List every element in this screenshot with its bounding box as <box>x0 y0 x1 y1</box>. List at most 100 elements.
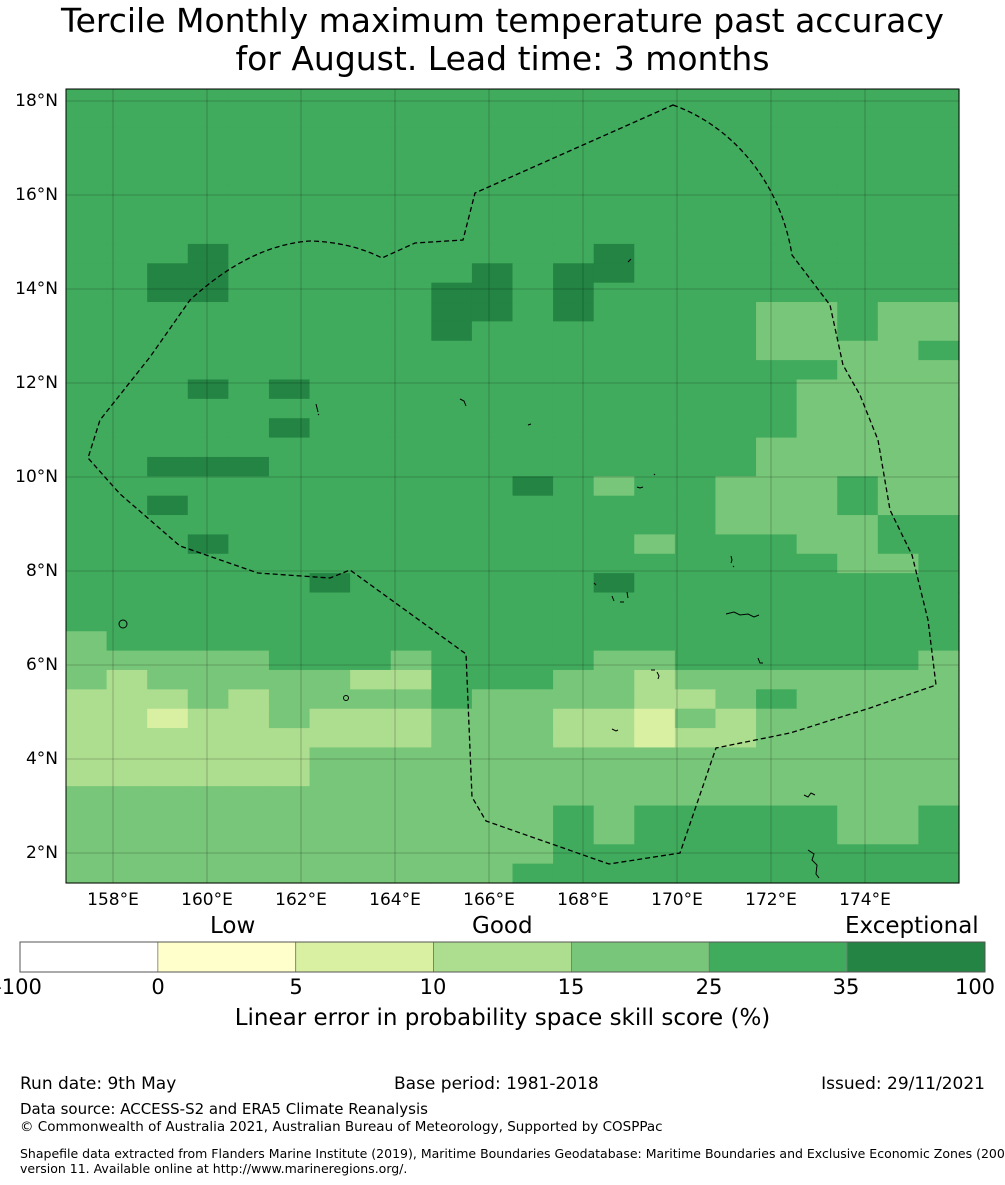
grid-cell <box>309 534 351 555</box>
grid-cell <box>147 89 189 109</box>
grid-cell <box>106 844 148 865</box>
grid-cell <box>796 747 838 768</box>
grid-cell <box>593 766 635 787</box>
grid-cell <box>106 263 148 284</box>
grid-cell <box>512 243 554 264</box>
grid-cell <box>715 282 757 303</box>
grid-cell <box>634 786 676 807</box>
lon-label: 160°E <box>181 890 233 910</box>
grid-cell <box>350 398 392 419</box>
grid-cell <box>837 437 879 458</box>
grid-cell <box>309 224 351 245</box>
grid-cell <box>756 534 798 555</box>
lat-label: 18°N <box>15 91 58 111</box>
grid-cell <box>187 243 229 264</box>
grid-cell <box>147 747 189 768</box>
grid-cell <box>674 185 717 206</box>
grid-cell <box>350 147 392 168</box>
grid-cell <box>837 534 879 555</box>
grid-cell <box>918 398 960 419</box>
grid-cell <box>756 340 798 361</box>
grid-cell <box>431 747 473 768</box>
grid-cell <box>66 340 108 361</box>
grid-cell <box>553 515 595 536</box>
grid-cell <box>715 108 757 129</box>
grid-cell <box>796 127 838 148</box>
grid-cell <box>918 185 960 206</box>
grid-cell <box>431 321 473 342</box>
grid-cell <box>187 766 229 787</box>
grid-cell <box>837 379 879 400</box>
grid-cell <box>66 166 108 187</box>
grid-cell <box>674 708 717 729</box>
grid-cell <box>390 669 432 690</box>
grid-cell <box>66 573 108 594</box>
grid-cell <box>390 166 432 187</box>
grid-cell <box>634 728 676 749</box>
grid-cell <box>309 553 351 574</box>
grid-cell <box>431 708 473 729</box>
grid-cell <box>796 166 838 187</box>
grid-cell <box>918 650 960 671</box>
grid-cell <box>431 243 473 264</box>
grid-cell <box>66 863 108 884</box>
grid-cell <box>796 224 838 245</box>
grid-cell <box>431 282 473 303</box>
grid-cell <box>309 747 351 768</box>
grid-cell <box>228 224 270 245</box>
grid-cell <box>877 127 920 148</box>
grid-cell <box>512 592 554 613</box>
grid-cell <box>796 728 838 749</box>
grid-cell <box>228 437 270 458</box>
grid-cell <box>756 553 798 574</box>
grid-cell <box>268 127 311 148</box>
grid-cell <box>877 786 920 807</box>
grid-cell <box>147 437 189 458</box>
grid-cell <box>796 398 838 419</box>
grid-cell <box>390 573 432 594</box>
grid-cell <box>796 689 838 710</box>
run-date: Run date: 9th May <box>20 1074 177 1094</box>
grid-cell <box>106 805 148 826</box>
grid-cell <box>106 321 148 342</box>
lon-label: 170°E <box>651 890 703 910</box>
grid-cell <box>147 573 189 594</box>
grid-cell <box>431 805 473 826</box>
grid-cell <box>877 340 920 361</box>
grid-cell <box>634 205 676 226</box>
grid-cell <box>877 398 920 419</box>
lat-label: 4°N <box>25 749 58 769</box>
grid-cell <box>837 766 879 787</box>
grid-cell <box>837 456 879 477</box>
grid-cell <box>674 89 717 109</box>
grid-cell <box>390 108 432 129</box>
colorbar-tick: -100 <box>0 975 42 999</box>
grid-cell <box>268 360 311 381</box>
grid-cell <box>390 631 432 652</box>
grid-cell <box>796 766 838 787</box>
grid-cell <box>796 495 838 516</box>
grid-cell <box>837 863 879 884</box>
grid-cell <box>756 108 798 129</box>
grid-cell <box>877 631 920 652</box>
grid-cell <box>715 534 757 555</box>
grid-cell <box>918 340 960 361</box>
grid-cell <box>918 127 960 148</box>
grid-cell <box>309 805 351 826</box>
grid-cell <box>593 515 635 536</box>
grid-cell <box>674 282 717 303</box>
grid-cell <box>796 340 838 361</box>
grid-cell <box>431 127 473 148</box>
grid-cell <box>634 185 676 206</box>
grid-cell <box>309 824 351 845</box>
grid-cell <box>918 495 960 516</box>
grid-cell <box>350 534 392 555</box>
grid-cell <box>512 805 554 826</box>
grid-cell <box>918 515 960 536</box>
grid-cell <box>106 863 148 884</box>
grid-cell <box>187 689 229 710</box>
grid-cell <box>66 476 108 497</box>
grid-cell <box>106 553 148 574</box>
grid-cell <box>431 302 473 322</box>
grid-cell <box>674 689 717 710</box>
